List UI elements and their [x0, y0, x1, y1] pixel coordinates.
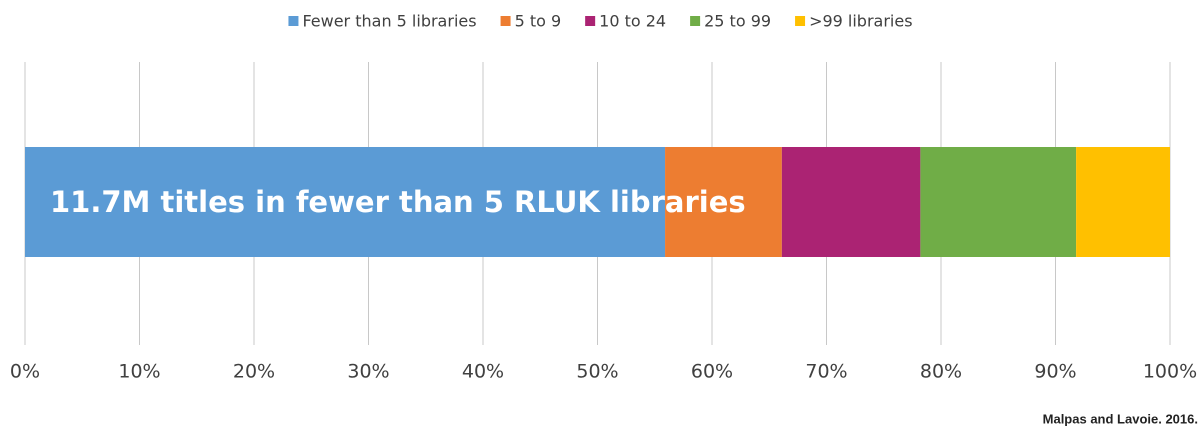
legend-label: 10 to 24 [599, 12, 666, 31]
x-tick-label: 90% [1034, 361, 1076, 383]
x-tick-label: 10% [118, 361, 160, 383]
bar-segment [781, 147, 921, 257]
legend-label: Fewer than 5 libraries [302, 12, 476, 31]
x-tick-label: 80% [920, 361, 962, 383]
legend-swatch [690, 16, 701, 26]
annotation: 11.7M titles in fewer than 5 RLUK librar… [50, 185, 746, 219]
legend-label: 25 to 99 [704, 12, 771, 31]
x-tick-label: 20% [233, 361, 275, 383]
legend-label: >99 libraries [809, 12, 912, 31]
legend-label: 5 to 9 [515, 12, 562, 31]
x-tick-label: 100% [1143, 361, 1197, 383]
source: Malpas and Lavoie. 2016. [1043, 411, 1198, 426]
x-tick-label: 30% [347, 361, 389, 383]
bar-segment [665, 147, 782, 257]
legend-swatch [288, 16, 299, 26]
x-tick-label: 40% [462, 361, 504, 383]
legend-swatch [585, 16, 596, 26]
x-tick-label: 0% [10, 361, 40, 383]
x-tick-label: 60% [691, 361, 733, 383]
x-tick-label: 50% [576, 361, 618, 383]
bar-segment [920, 147, 1077, 257]
legend-swatch [500, 16, 511, 26]
bar-segment [25, 147, 666, 257]
legend-swatch [795, 16, 806, 26]
bar-segment [1076, 147, 1170, 257]
x-tick-label: 70% [805, 361, 847, 383]
